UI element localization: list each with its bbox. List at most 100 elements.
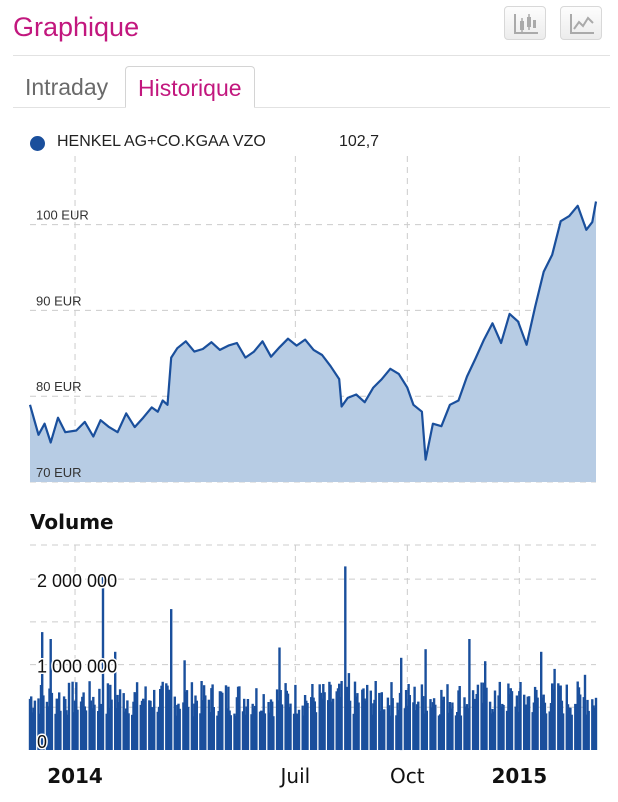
volume-bar [404,690,408,750]
volume-bar [451,702,454,750]
volume-bar [442,696,445,750]
volume-bar [417,701,420,750]
volume-bar [126,700,129,750]
volume-bar [420,684,424,750]
volume-bar [493,690,497,750]
volume-bar [98,688,101,750]
volume-bar [263,713,267,750]
volume-bar [314,712,318,750]
volume-bar [408,695,411,750]
volume-bar [135,682,139,750]
price-ytick-label: 90 EUR [36,293,82,308]
volume-bar [208,712,212,750]
volume-bar [251,703,254,750]
volume-bar [498,681,501,750]
volume-bar [76,709,79,750]
volume-bar [527,696,531,750]
volume-bar [579,694,582,750]
volume-bar [204,695,207,750]
tab-intraday[interactable]: Intraday [25,74,109,100]
volume-bar [31,712,34,750]
volume-bar [228,710,231,750]
volume-bar [488,701,492,750]
volume-bar [127,713,130,750]
volume-bar [406,705,409,750]
volume-bar [101,574,105,750]
volume-bar [211,684,214,750]
volume-bar [344,566,347,750]
volume-bar [183,660,186,750]
volume-bar [191,716,195,750]
volume-bar [229,715,232,750]
legend-series-value: 102,7 [339,133,380,150]
volume-bar [432,698,436,750]
volume-bar [508,694,511,750]
volume-bar [323,692,326,750]
volume-bar [348,700,352,750]
volume-bar [320,698,324,750]
volume-bar [357,702,360,750]
volume-bar [413,686,416,750]
volume-bar [88,681,91,750]
volume-bar [89,700,93,750]
header-divider [13,55,610,56]
volume-bar [117,702,121,750]
price-ytick-label: 80 EUR [36,379,82,394]
volume-bar [505,710,509,750]
tab-historique[interactable]: Historique [125,66,255,108]
volume-bar [194,695,197,750]
volume-bar [463,697,466,750]
price-ytick-label: 100 EUR [36,208,89,223]
volume-bar [510,691,514,750]
volume-bar [331,698,335,750]
volume-bar [275,689,279,750]
volume-bar [519,682,522,750]
volume-bar [383,709,386,750]
volume-bar [502,705,505,750]
volume-bar [174,715,178,750]
volume-bar [415,704,419,750]
volume-bar [109,684,112,750]
volume-ytick-label: 2 000 000 [37,571,117,591]
volume-bar [297,709,301,750]
volume-bar [221,692,224,750]
volume-bar [491,709,494,750]
volume-bar [41,632,44,750]
volume-bar [561,713,565,750]
volume-bar [329,684,332,750]
volume-bar [499,706,503,750]
volume-bar [289,703,292,750]
x-axis-label: 2015 [491,764,547,788]
volume-bar [267,702,270,750]
volume-bar [66,714,69,750]
volume-bar [159,689,162,750]
volume-bar [485,687,488,750]
line-chart-button[interactable] [560,6,602,40]
volume-bar [161,681,164,750]
volume-bar [201,700,204,750]
volume-bar [73,700,77,750]
volume-ytick-label: 1 000 000 [37,657,117,677]
volume-bar [84,710,88,750]
volume-bar [425,710,428,750]
volume-bar [434,704,437,750]
volume-bar [378,692,381,750]
volume-bar [153,689,156,750]
volume-bar [116,694,119,750]
volume-bar [340,681,343,750]
volume-bar [476,684,480,750]
volume-bar [59,710,62,750]
volume-bar [364,700,368,750]
volume-bar [93,704,96,750]
volume-bar [536,697,539,750]
volume-bar [391,698,394,750]
volume-bar [166,685,169,750]
candlestick-chart-icon [514,14,538,34]
candlestick-chart-button[interactable] [504,6,546,40]
volume-bar [407,684,410,750]
volume-bar [526,696,529,750]
volume-bar [110,699,113,750]
volume-bar [292,713,296,750]
volume-bar [200,681,203,750]
volume-bar [173,696,176,750]
